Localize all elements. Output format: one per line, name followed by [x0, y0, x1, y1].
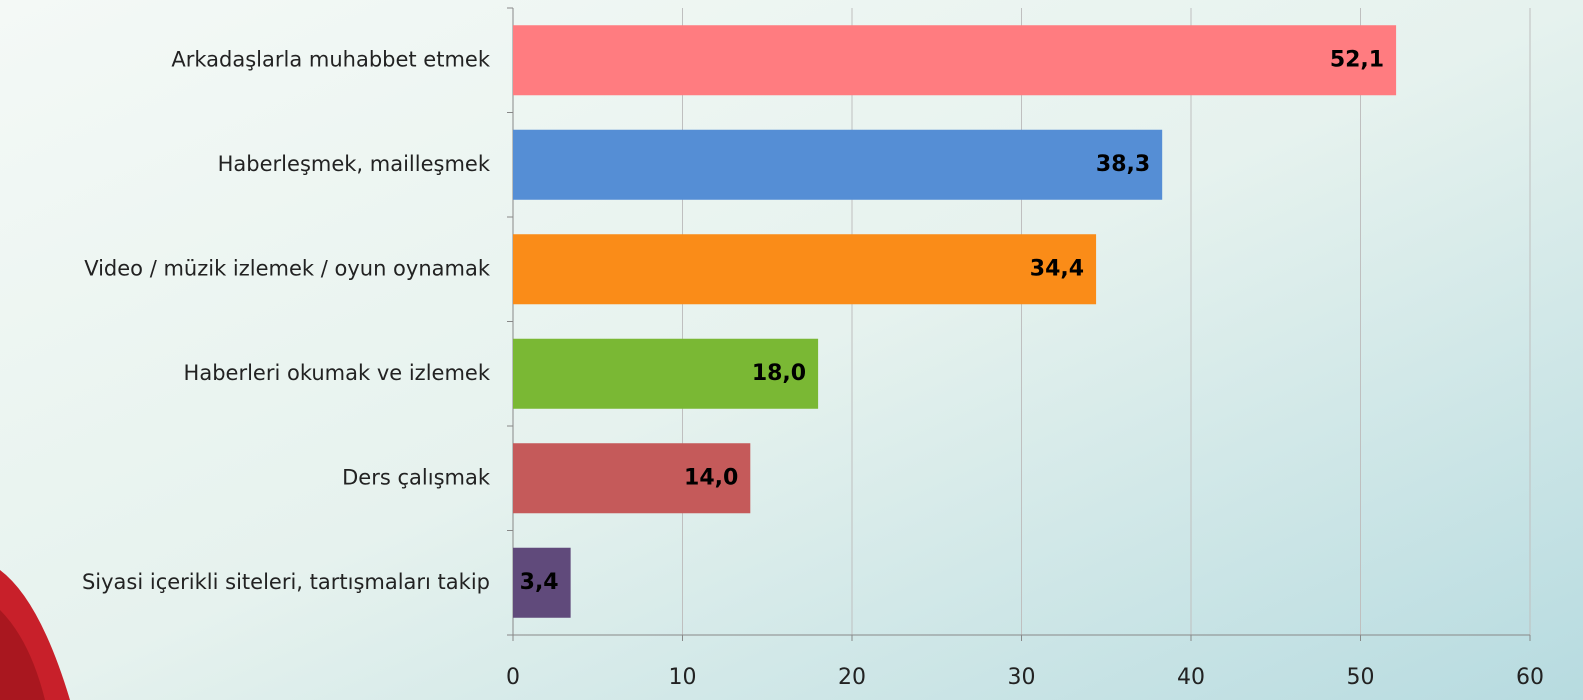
category-label: Arkadaşlarla muhabbet etmek: [171, 47, 490, 71]
value-label: 52,1: [1330, 47, 1384, 72]
bar: [513, 547, 571, 618]
x-tick-label: 30: [1008, 665, 1036, 690]
value-label: 18,0: [752, 361, 806, 386]
x-tick-label: 40: [1177, 665, 1205, 690]
category-label: Siyasi içerikli siteleri, tartışmaları t…: [82, 570, 490, 594]
category-label: Haberleşmek, mailleşmek: [218, 152, 491, 176]
x-tick-label: 50: [1347, 665, 1375, 690]
value-label: 38,3: [1096, 152, 1150, 177]
category-label: Video / müzik izlemek / oyun oynamak: [84, 256, 491, 280]
value-label: 34,4: [1030, 256, 1084, 281]
flag-decoration: [0, 610, 45, 700]
bar: [513, 234, 1097, 305]
x-tick-label: 0: [506, 665, 520, 690]
value-label: 3,4: [520, 570, 559, 595]
category-label: Haberleri okumak ve izlemek: [184, 361, 491, 385]
bar: [513, 129, 1163, 200]
x-tick-label: 10: [669, 665, 697, 690]
x-tick-label: 60: [1516, 665, 1544, 690]
value-label: 14,0: [684, 465, 738, 490]
bar: [513, 25, 1397, 96]
category-label: Ders çalışmak: [342, 465, 491, 489]
x-tick-label: 20: [838, 665, 866, 690]
bar: [513, 338, 819, 409]
bar: [513, 443, 751, 514]
